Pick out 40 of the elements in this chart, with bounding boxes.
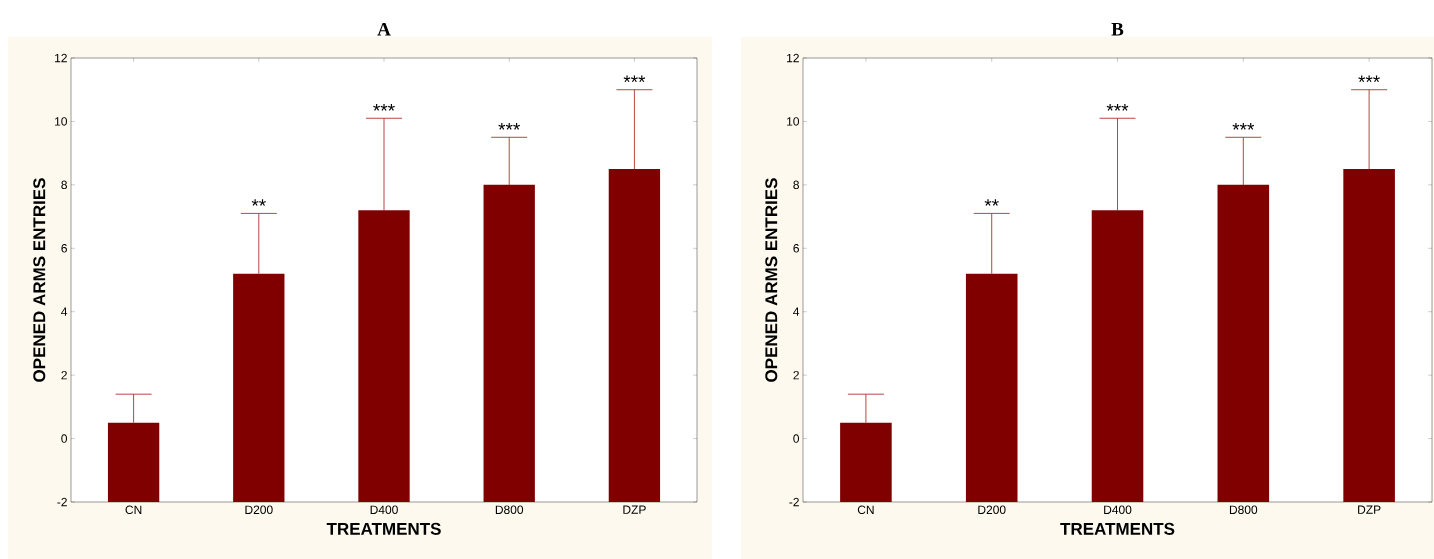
y-tick-label: 2 [61, 370, 67, 380]
x-tick-label: D800 [495, 505, 524, 515]
y-tick-label: 10 [55, 117, 68, 126]
y-axis-title: OPENED ARMS ENTRIES [33, 178, 46, 382]
y-tick-label: 2 [793, 370, 799, 380]
chart-title: A [377, 22, 391, 36]
x-tick-label: D200 [978, 505, 1006, 515]
x-axis-title: TREATMENTS [1060, 522, 1175, 535]
x-tick-label: CN [125, 505, 142, 515]
y-tick-label: 10 [787, 117, 800, 126]
annotation: *** [1106, 103, 1129, 111]
x-tick-label: D400 [370, 505, 398, 515]
y-tick-label: 4 [793, 307, 800, 316]
annotation: *** [498, 123, 520, 130]
annotation: *** [1358, 75, 1380, 83]
y-axis-title: OPENED ARMS ENTRIES [765, 178, 778, 382]
annotation: *** [1232, 123, 1255, 130]
y-tick-label: 12 [787, 53, 799, 63]
x-tick-label: DZP [1358, 505, 1381, 514]
y-tick-label: 8 [793, 180, 799, 190]
y-tick-label: 6 [61, 244, 67, 253]
y-tick-label: 0 [793, 434, 800, 443]
x-tick-label: CN [857, 505, 874, 515]
y-tick-label: -2 [57, 497, 67, 507]
annotation: ** [984, 199, 999, 206]
y-tick-label: 4 [61, 307, 68, 316]
x-tick-label: D800 [1229, 505, 1258, 515]
chart-title: B [1111, 23, 1124, 36]
x-axis-title: TREATMENTS [326, 522, 441, 535]
x-tick-label: D200 [245, 505, 273, 515]
annotation: *** [373, 103, 395, 111]
x-tick-label: D400 [1104, 505, 1132, 515]
y-tick-label: 0 [61, 434, 68, 443]
y-tick-label: 6 [793, 244, 799, 253]
y-tick-label: 12 [55, 53, 67, 63]
annotation: ** [251, 199, 266, 206]
y-tick-label: -2 [789, 497, 799, 507]
y-tick-label: 8 [61, 180, 67, 190]
annotation: *** [623, 75, 646, 83]
x-tick-label: DZP [623, 505, 646, 514]
